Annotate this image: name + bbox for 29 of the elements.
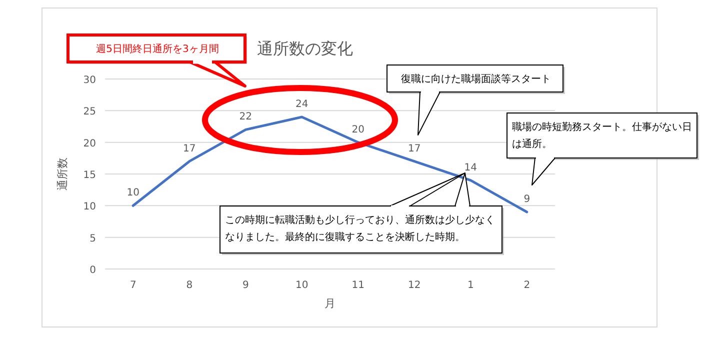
x-tick-label: 9 bbox=[242, 280, 249, 291]
x-tick-label: 7 bbox=[130, 280, 136, 291]
data-label: 17 bbox=[408, 143, 421, 154]
x-tick-label: 1 bbox=[467, 280, 474, 291]
annotation: 職場の時短勤務スタート。仕事がない日は通所。 bbox=[512, 120, 693, 152]
y-tick-label: 20 bbox=[83, 138, 96, 150]
y-tick-label: 15 bbox=[83, 170, 96, 181]
data-label: 9 bbox=[524, 194, 530, 205]
data-label: 22 bbox=[239, 112, 252, 123]
x-tick-label: 10 bbox=[296, 280, 308, 291]
data-label: 17 bbox=[183, 143, 196, 154]
chart-title: 通所数の変化 bbox=[257, 39, 353, 58]
x-tick-label: 12 bbox=[408, 280, 421, 291]
y-axis-title: 通所数 bbox=[56, 158, 69, 190]
x-tick-label: 8 bbox=[186, 280, 193, 291]
x-tick-label: 11 bbox=[352, 280, 364, 291]
y-tick-label: 30 bbox=[83, 75, 96, 86]
data-label: 14 bbox=[464, 162, 477, 174]
y-tick-label: 10 bbox=[83, 202, 96, 213]
data-label: 20 bbox=[352, 124, 364, 136]
data-label: 24 bbox=[296, 99, 308, 110]
annotation: 復職に向けた職場面談等スタート bbox=[400, 72, 552, 87]
data-label: 10 bbox=[126, 188, 140, 199]
x-tick-label: 2 bbox=[524, 280, 530, 291]
annotation: この時期に転職活動も少し行っており、通所数は少し少なくなりました。最終的に復職することを決断した時期。 bbox=[225, 214, 496, 245]
y-tick-label: 0 bbox=[90, 265, 96, 276]
y-tick-label: 5 bbox=[90, 233, 96, 244]
y-tick-label: 25 bbox=[83, 106, 96, 118]
x-axis-title: 月 bbox=[324, 297, 336, 310]
